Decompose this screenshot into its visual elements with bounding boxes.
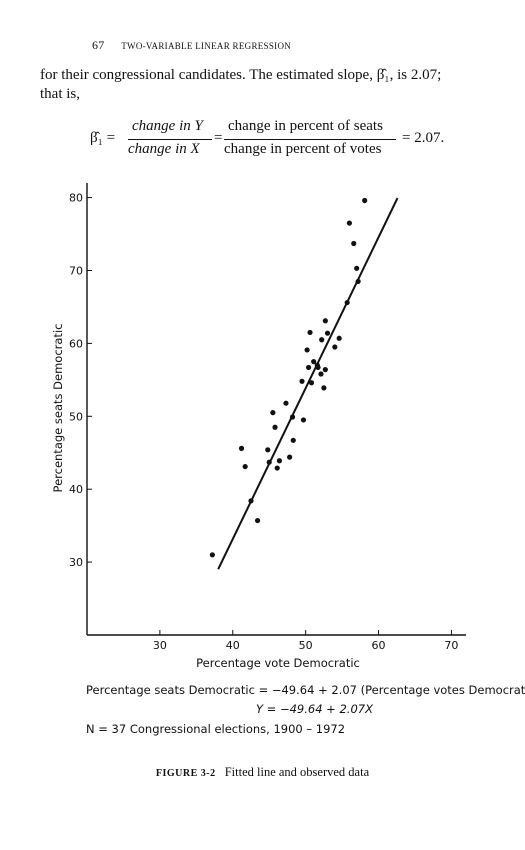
x-tick-label: 60 (372, 639, 386, 652)
data-point (354, 265, 360, 271)
y-tick-label: 70 (69, 264, 83, 277)
data-point (332, 344, 338, 350)
data-point (351, 240, 357, 247)
fraction-2-numerator: change in percent of seats (228, 118, 383, 134)
data-point (300, 417, 307, 423)
data-point (322, 318, 328, 324)
figure-label: FIGURE 3-2 (155, 768, 216, 779)
data-point (238, 445, 245, 451)
page-header: 67 TWO-VARIABLE LINEAR REGRESSION (92, 38, 291, 53)
data-point (322, 367, 328, 373)
figure-caption-text: Fitted line and observed data (224, 765, 370, 779)
fraction-1-bar (128, 139, 212, 140)
y-tick-label: 60 (69, 337, 83, 350)
x-tick-label: 40 (226, 639, 240, 652)
x-tick-label: 30 (153, 639, 167, 652)
fraction-2-denominator: change in percent of votes (224, 141, 382, 157)
data-point (307, 329, 313, 336)
y-tick-label: 40 (69, 483, 83, 496)
x-tick-label: 70 (444, 639, 458, 652)
x-axis-label: Percentage vote Democratic (196, 656, 360, 670)
y-axis-label: Percentage seats Democratic (51, 324, 65, 493)
data-point (362, 197, 368, 204)
data-point (305, 364, 312, 371)
data-point (324, 330, 331, 336)
data-point (318, 371, 324, 377)
equation-equals: = (214, 130, 223, 146)
figure-caption: FIGURE 3-2 Fitted line and observed data (0, 765, 525, 780)
data-point (336, 335, 342, 341)
data-point (290, 437, 296, 443)
slope-equation: β̂₁ = change in Y change in X = change i… (90, 118, 490, 164)
data-point (304, 347, 310, 353)
data-point (209, 552, 215, 558)
data-point (274, 465, 280, 471)
data-point (287, 454, 293, 460)
data-point (311, 359, 317, 365)
paragraph-line-1: for their congressional candidates. The … (40, 67, 442, 83)
fraction-1-numerator: change in Y (132, 118, 203, 134)
data-point (299, 378, 305, 384)
fitted-line (217, 197, 399, 570)
chart-axes (86, 183, 466, 636)
scatter-chart: 30 40 50 60 70 30 40 50 60 70 80 Percentage vote D… (51, 183, 466, 670)
y-tick-label: 30 (69, 556, 83, 569)
paragraph-line-2: that is, (40, 86, 80, 102)
fraction-1-denominator: change in X (128, 141, 200, 157)
running-title: TWO-VARIABLE LINEAR REGRESSION (121, 41, 292, 51)
regression-equation-words: Percentage seats Democratic = −49.64 + 2… (86, 683, 525, 697)
data-point (308, 380, 315, 386)
data-point (272, 424, 278, 430)
y-tick-label: 50 (69, 410, 83, 423)
data-point (346, 220, 352, 226)
data-point (276, 458, 283, 464)
fraction-2-bar (224, 139, 396, 140)
data-point (242, 463, 248, 470)
chart-ticks: 30 40 50 60 70 30 40 50 60 70 80 (69, 192, 458, 652)
equation-rhs: = 2.07. (402, 130, 445, 146)
regression-equation-symbols: Y = −49.64 + 2.07X (256, 702, 373, 716)
page-number: 67 (92, 38, 105, 52)
sample-note: N = 37 Congressional elections, 1900 – 1… (86, 722, 346, 736)
y-tick-label: 80 (69, 192, 83, 205)
chart-points (209, 197, 368, 558)
x-tick-label: 50 (299, 639, 313, 652)
body-paragraph: for their congressional candidates. The … (40, 66, 490, 104)
data-point (254, 517, 261, 524)
equation-lhs: β̂₁ = (90, 130, 116, 146)
data-point (321, 385, 327, 391)
data-point (270, 410, 276, 416)
data-point (319, 337, 325, 343)
data-point (265, 447, 271, 453)
data-point (283, 400, 289, 406)
